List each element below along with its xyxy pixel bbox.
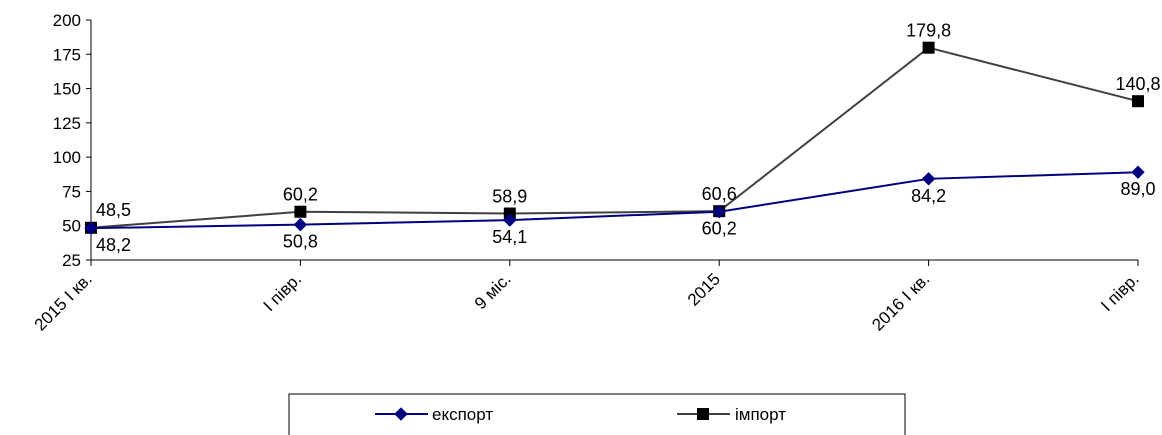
y-tick-label: 75 <box>62 182 81 201</box>
x-tick-label: 2015 <box>684 269 724 309</box>
export-data-label: 89,0 <box>1120 179 1155 199</box>
y-tick-label: 25 <box>62 251 81 270</box>
export-point-marker <box>503 213 517 227</box>
import-data-label: 58,9 <box>492 187 527 207</box>
export-point-marker <box>1131 165 1145 179</box>
export-data-label: 84,2 <box>911 186 946 206</box>
chart-data-labels: 48,2 50,8 54,1 60,2 84,2 89,0 48,5 60,2 58,9 60,6… <box>96 21 1161 255</box>
export-point-marker <box>712 205 726 219</box>
import-data-label: 179,8 <box>906 21 951 41</box>
y-tick-label: 100 <box>53 148 81 167</box>
y-tick-label: 200 <box>53 11 81 30</box>
chart-series-markers <box>84 41 1145 235</box>
import-data-label: 60,2 <box>283 185 318 205</box>
import-point-marker <box>294 205 307 218</box>
import-point-marker <box>922 41 935 54</box>
chart-series-lines <box>90 46 1139 230</box>
export-point-marker <box>293 217 308 232</box>
import-data-label: 48,5 <box>96 200 131 220</box>
chart-legend: експорт імпорт <box>288 393 906 435</box>
export-data-label: 54,1 <box>492 227 527 247</box>
legend-export-label: експорт <box>432 405 493 424</box>
export-point-marker <box>921 172 936 186</box>
x-tick-label: 9 міс. <box>471 269 515 313</box>
export-point-marker <box>84 221 98 235</box>
export-data-label: 60,2 <box>702 219 737 239</box>
import-series-line <box>90 46 1139 229</box>
legend-import-marker <box>697 408 709 420</box>
x-tick-label: I півр. <box>1097 269 1143 315</box>
x-tick-label: 2015 I кв. <box>31 269 96 334</box>
import-data-label: 140,8 <box>1115 74 1160 94</box>
import-data-label: 60,6 <box>702 184 737 204</box>
export-data-label: 50,8 <box>283 232 318 252</box>
import-point-marker <box>1132 95 1144 108</box>
y-tick-label: 150 <box>53 80 81 99</box>
x-tick-label: I півр. <box>260 269 306 315</box>
y-tick-label: 50 <box>62 217 81 236</box>
legend-export-marker <box>394 407 408 421</box>
export-data-label: 48,2 <box>96 235 131 255</box>
y-tick-label: 175 <box>53 45 81 64</box>
x-tick-label: 2016 I кв. <box>868 269 933 334</box>
export-series-line <box>90 171 1139 230</box>
y-tick-label: 125 <box>53 114 81 133</box>
legend-import-label: імпорт <box>735 405 786 424</box>
